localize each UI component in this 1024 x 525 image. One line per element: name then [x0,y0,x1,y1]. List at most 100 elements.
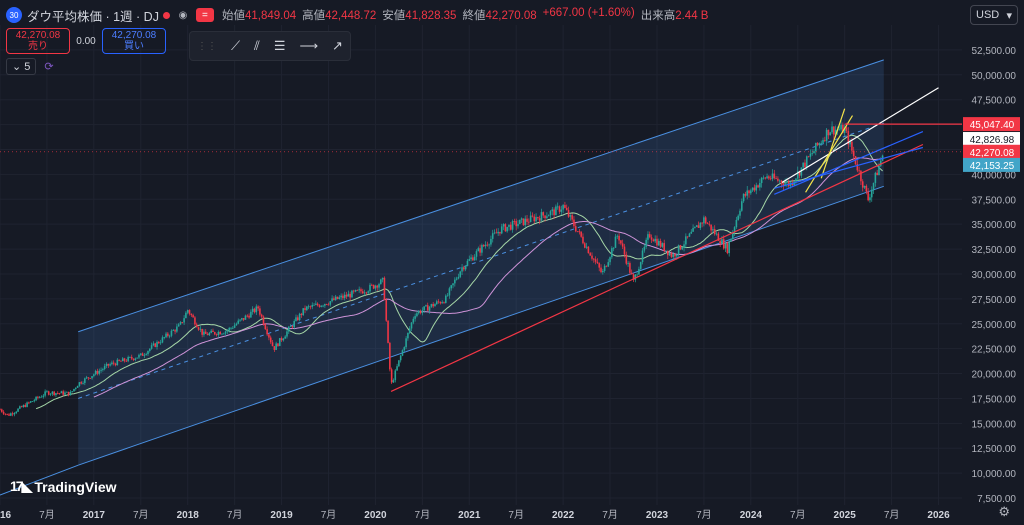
candle-body [605,265,608,267]
candle-body [504,224,507,232]
candle-body [219,331,221,335]
horizontal-ray-icon[interactable]: ⟶ [299,38,319,53]
candle-body [84,378,86,383]
parallel-channel-icon[interactable]: ⫽ [254,38,260,53]
candle-body [394,370,397,381]
candle-body [154,343,157,347]
candle-body [213,331,216,335]
candle-body [266,329,268,335]
candle-body [428,306,431,311]
blue-line-2 [774,146,924,189]
candle-body [223,333,225,335]
candle-body [383,277,386,300]
candle-body [484,244,487,247]
candle-body [29,401,32,403]
candle-body [560,209,563,212]
candle-body [746,190,749,196]
candle-body [322,305,324,307]
candle-body [342,295,344,299]
candle-body [824,140,826,141]
candle-body [60,391,63,394]
extended-line-icon[interactable]: ↗ [332,38,343,53]
candle-body [679,245,682,250]
candle-body [127,357,129,362]
ohlc-key: 安値 [382,10,406,22]
drag-handle-icon[interactable]: ⋮⋮ [196,40,217,52]
candle-body [825,129,828,141]
candle-body [4,413,7,415]
price-label: 42,153.25 [970,161,1015,172]
candle-body [0,409,1,411]
candle-body [172,330,175,331]
candle-body [676,254,678,257]
candle-body [432,304,434,307]
candle-body [230,327,232,329]
gear-icon[interactable]: ⚙ [998,504,1010,519]
candle-body [659,240,662,247]
candle-body [250,311,252,318]
candle-body [257,306,259,309]
candle-body [100,369,102,371]
candle-body [105,363,108,367]
candle-body [40,396,43,398]
candle-body [112,362,115,364]
symbol-title[interactable]: ダウ平均株価 · 1週 · DJ [27,9,159,24]
candle-body [221,333,223,335]
candle-body [295,317,297,321]
candle-body [537,217,539,219]
time-tick: 2019 [270,510,293,521]
candle-body [553,209,555,216]
candle-body [661,243,664,247]
channel-mid [78,122,884,399]
sell-button[interactable]: 42,270.08 売り [6,28,70,54]
symbol-badge[interactable]: 30 [6,7,22,23]
candle-body [544,215,546,219]
indicator-toggle[interactable]: ⌄ 5 [6,58,37,75]
sync-icon[interactable]: ⟳ [44,61,54,73]
candle-body [435,301,438,305]
equals-icon[interactable]: = [195,8,214,22]
candle-body [495,232,498,234]
candle-body [80,382,83,384]
candle-body [367,291,369,293]
candle-body [645,239,647,247]
eye-icon[interactable]: ◉ [178,9,188,21]
candle-body [71,391,73,392]
candle-body [623,246,626,255]
candle-body [533,216,536,222]
candle-body [466,260,469,266]
candle-body [769,178,772,180]
candle-body [479,248,481,253]
candle-body [374,285,377,289]
candle-body [843,127,846,133]
candle-body [228,327,231,331]
blue-line-1 [774,131,924,195]
candle-body [407,332,409,339]
candle-body [55,393,57,395]
time-tick: 2021 [458,510,481,521]
candle-body [607,262,610,267]
candle-body [863,185,866,188]
candle-body [210,330,212,333]
candle-body [262,316,265,325]
candle-body [206,333,209,336]
candle-body [650,237,653,240]
candle-body [333,298,335,301]
candle-body [297,317,299,321]
buy-button[interactable]: 42,270.08 買い [102,28,166,54]
candle-body [107,363,110,366]
trend-line-icon[interactable]: ⟋ [230,38,241,53]
candle-body [582,236,584,244]
candle-body [446,295,449,297]
candle-body [491,233,494,239]
candle-body [316,303,319,306]
fib-icon[interactable]: ☰ [273,38,286,53]
candle-body [1,409,3,412]
currency-select[interactable]: USD ▾ [970,5,1018,25]
candle-body [138,354,140,358]
candle-body [647,234,649,240]
price-label: 42,826.98 [970,135,1015,146]
time-tick: 7月 [321,509,337,521]
candle-body [576,231,579,233]
